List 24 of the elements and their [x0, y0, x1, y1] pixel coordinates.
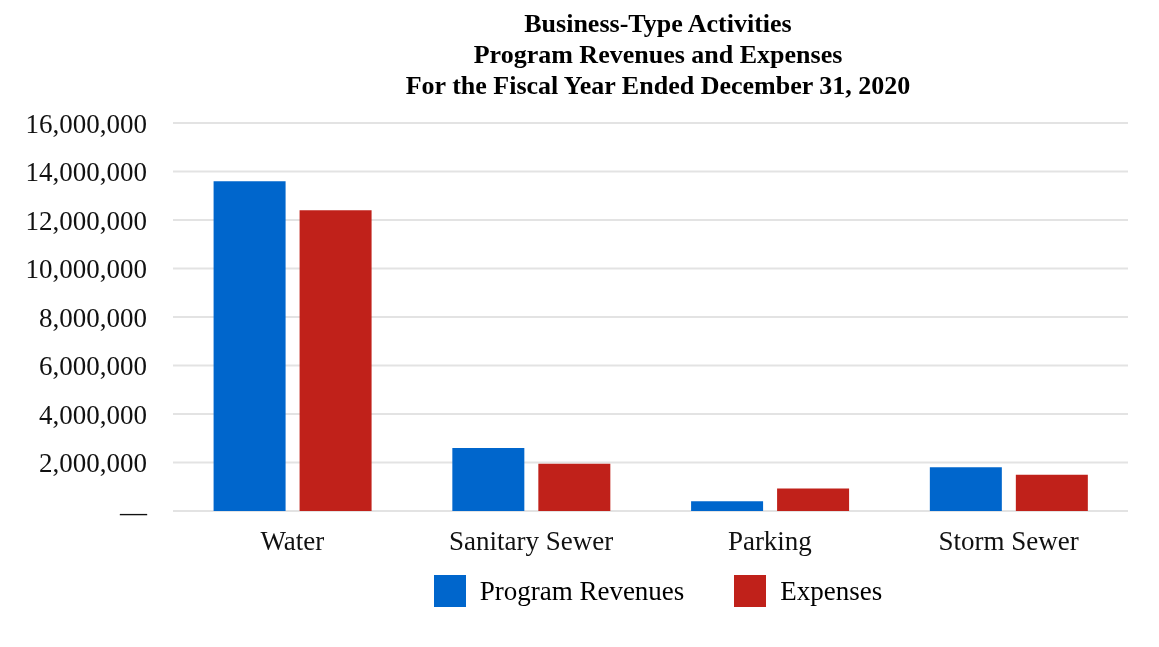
- bar: [213, 181, 286, 511]
- y-tick-label: 4,000,000: [39, 399, 147, 430]
- bar: [299, 210, 372, 511]
- bar: [777, 488, 850, 511]
- legend-label: Program Revenues: [479, 575, 685, 607]
- y-tick-label: 14,000,000: [25, 157, 147, 188]
- y-tick-label: 10,000,000: [25, 254, 147, 285]
- bar: [1015, 474, 1088, 511]
- y-tick-label: 8,000,000: [39, 302, 147, 333]
- x-tick-label: Sanitary Sewer: [449, 526, 614, 557]
- x-tick-label: Storm Sewer: [938, 526, 1079, 557]
- chart-title: Business-Type Activities Program Revenues and Expenses For the Fiscal Year Ended December 31, 2020: [404, 8, 912, 101]
- bar: [452, 447, 525, 511]
- bar: [691, 501, 764, 511]
- x-tick-label: Water: [260, 526, 325, 557]
- y-tick-label: 2,000,000: [39, 448, 147, 479]
- y-tick-label: 12,000,000: [25, 205, 147, 236]
- y-tick-label: 6,000,000: [39, 351, 147, 382]
- bar: [538, 463, 611, 511]
- x-tick-label: Parking: [727, 526, 812, 557]
- y-tick-label: 16,000,000: [25, 108, 147, 139]
- legend-label: Expenses: [780, 575, 883, 607]
- y-tick-label: —: [119, 496, 148, 527]
- bar: [929, 467, 1002, 511]
